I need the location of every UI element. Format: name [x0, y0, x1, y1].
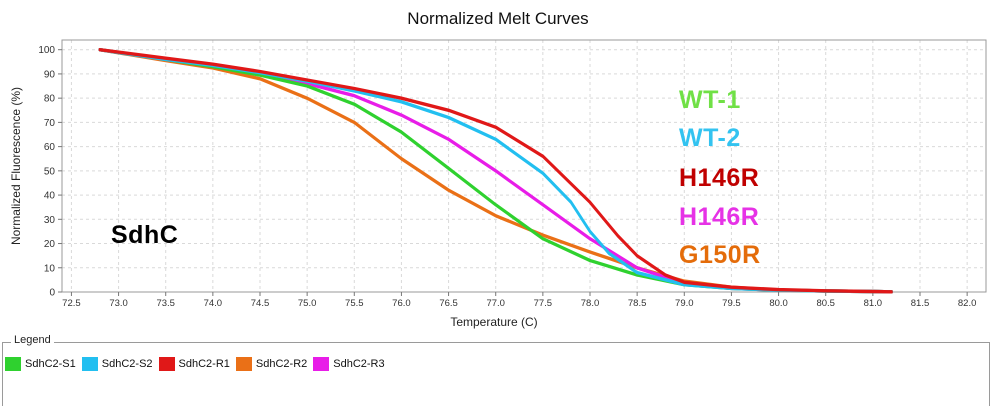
melt-curve-plot: 72.5 73.0 73.5 74.0 74.5 75.0 75.5 76.0 76.5 77.0…	[9, 39, 987, 329]
legend-swatch	[235, 357, 252, 371]
annotation-wt1: WT-1	[679, 86, 741, 114]
x-tick-label: 74.0	[204, 298, 223, 309]
y-tick-label: 10	[44, 263, 56, 274]
x-tick-label: 82.0	[958, 298, 977, 309]
x-tick-label: 80.5	[816, 298, 835, 309]
legend-panel: Legend SdhC2-S1 SdhC2-S2 SdhC2-R1 SdhC2-…	[2, 334, 990, 406]
y-tick-label: 100	[38, 45, 55, 56]
legend-label: SdhC2-R3	[333, 358, 385, 370]
legend-item[interactable]: SdhC2-R3	[313, 357, 385, 371]
annotation-wt2: WT-2	[679, 124, 741, 152]
y-tick-label: 20	[44, 239, 56, 250]
x-axis-label: Temperature (C)	[450, 315, 537, 329]
legend-item[interactable]: SdhC2-R2	[235, 357, 308, 371]
legend-items: SdhC2-S1 SdhC2-S2 SdhC2-R1 SdhC2-R2 SdhC…	[5, 357, 391, 371]
x-tick-label: 80.0	[769, 298, 788, 309]
y-tick-label: 80	[44, 94, 56, 105]
x-tick-label: 79.0	[675, 298, 694, 309]
legend-title: Legend	[11, 334, 54, 346]
chart-title: Normalized Melt Curves	[407, 9, 589, 28]
x-tick-label: 78.0	[581, 298, 600, 309]
legend-item[interactable]: SdhC2-S1	[5, 357, 76, 371]
legend-label: SdhC2-S1	[25, 358, 76, 370]
legend-label: SdhC2-S2	[101, 358, 153, 370]
y-tick-label: 40	[44, 191, 56, 202]
y-tick-label: 50	[44, 166, 56, 177]
y-tick-label: 70	[44, 118, 56, 129]
y-tick-label: 0	[49, 288, 55, 299]
x-tick-label: 73.5	[156, 298, 175, 309]
x-tick-label: 76.0	[392, 298, 411, 309]
y-axis-label: Normalized Fluorescence (%)	[9, 87, 23, 245]
annotation-g150r: G150R	[679, 241, 761, 269]
x-tick-label: 79.5	[722, 298, 741, 309]
x-tick-label: 74.5	[251, 298, 270, 309]
legend-label: SdhC2-R1	[178, 358, 230, 370]
x-tick-label: 75.5	[345, 298, 364, 309]
x-tick-label: 72.5	[62, 298, 81, 309]
x-tick-label: 77.5	[534, 298, 553, 309]
plot-frame	[61, 39, 987, 293]
x-tick-label: 76.5	[439, 298, 458, 309]
annotation-sdhc: SdhC	[111, 221, 179, 249]
y-tick-label: 90	[44, 69, 56, 80]
x-tick-label: 77.0	[486, 298, 505, 309]
legend-swatch	[81, 357, 98, 371]
annotation-h146r-red: H146R	[679, 164, 760, 192]
y-tick-label: 60	[44, 142, 56, 153]
x-tick-label: 81.5	[911, 298, 930, 309]
x-tick-label: 81.0	[864, 298, 883, 309]
annotation-h146r-magenta: H146R	[679, 203, 760, 231]
y-tick-label: 30	[44, 215, 56, 226]
x-tick-label: 75.0	[298, 298, 317, 309]
series-line-SdhC2-R1	[98, 49, 893, 294]
legend-swatch	[5, 357, 21, 371]
x-tick-label: 78.5	[628, 298, 647, 309]
legend-label: SdhC2-R2	[255, 358, 308, 370]
legend-item[interactable]: SdhC2-S2	[81, 357, 153, 371]
legend-item[interactable]: SdhC2-R1	[158, 357, 230, 371]
x-tick-label: 73.0	[109, 298, 128, 309]
legend-swatch	[313, 357, 330, 371]
legend-swatch	[158, 357, 175, 371]
